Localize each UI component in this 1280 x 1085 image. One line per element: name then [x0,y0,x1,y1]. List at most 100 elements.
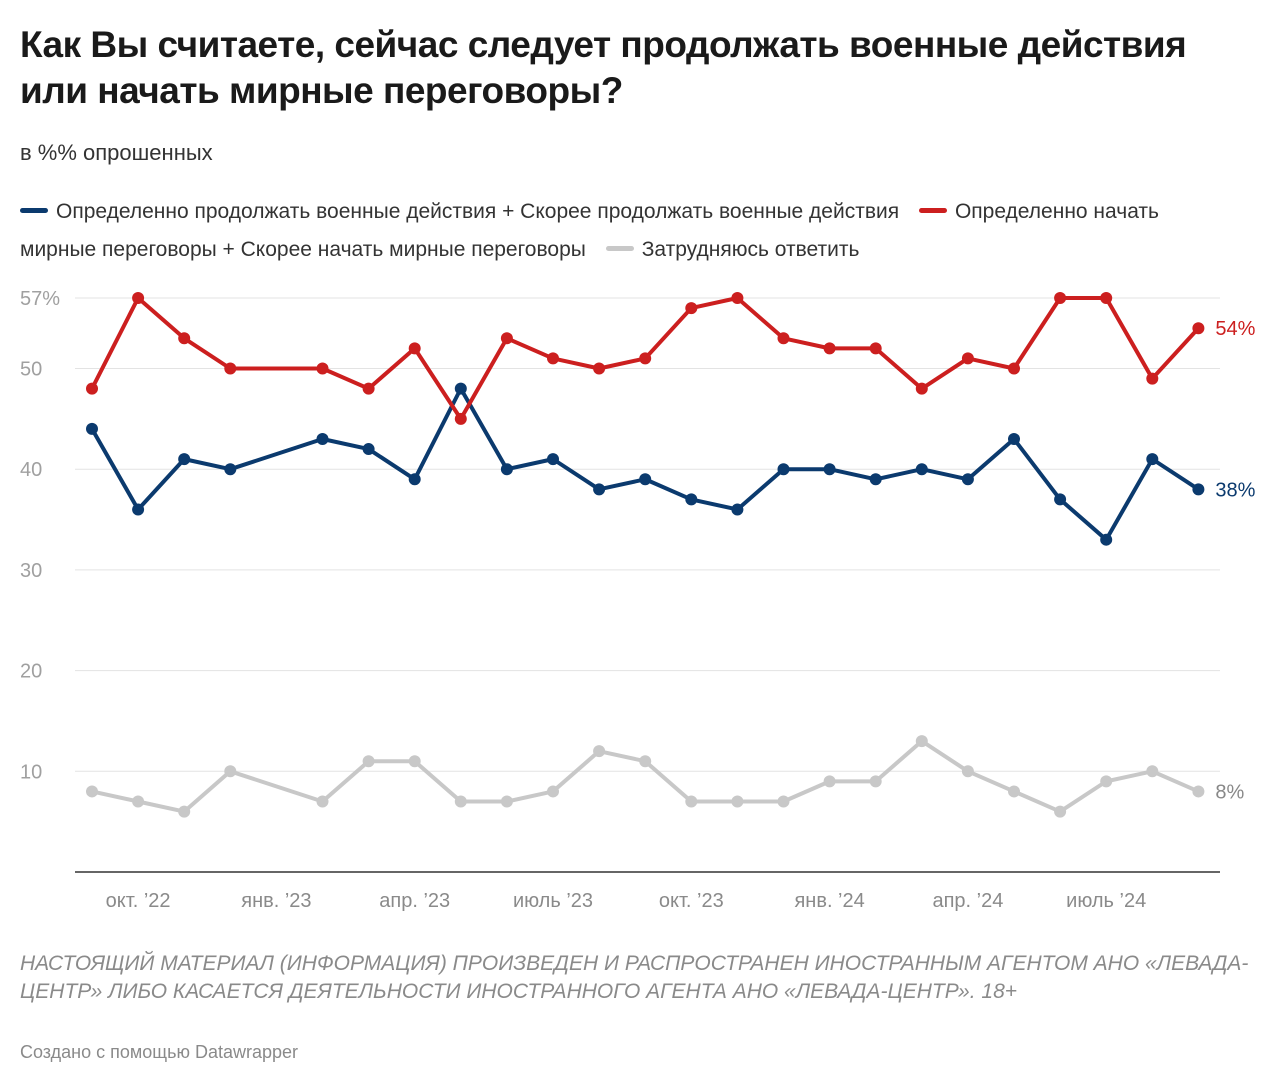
data-point [869,775,882,788]
end-label: 38% [1215,479,1255,501]
legend-item-continue: Определенно продолжать военные действия … [20,200,899,223]
y-tick-label: 10 [20,761,42,783]
data-point [547,453,559,466]
data-point [547,352,559,365]
data-point [500,795,513,808]
data-point [685,795,698,808]
chart-subtitle: в %% опрошенных [20,140,213,165]
legend-swatch [918,207,947,213]
data-point [869,342,882,355]
data-point [86,785,98,798]
x-tick-label: июль ’24 [1066,890,1146,912]
data-point [362,382,375,395]
data-point [178,453,191,466]
data-point [777,795,790,808]
data-point [731,292,744,305]
data-point [685,493,698,506]
x-tick-label: июль ’23 [513,890,593,912]
y-tick-label: 50 [20,359,42,381]
data-point [915,735,928,748]
data-point [777,463,790,476]
data-point [1192,483,1205,496]
data-point [869,473,882,486]
series-line [90,296,1200,421]
data-point [316,795,329,808]
data-point [1146,372,1159,385]
data-point [915,463,928,476]
data-point [454,412,467,425]
data-point [1054,493,1067,506]
x-tick-label: апр. ’23 [379,890,450,912]
data-point [639,755,652,768]
data-point [1100,533,1113,546]
data-point [408,473,421,486]
legend-item-unsure: Затрудняюсь ответить [605,238,859,261]
data-point [362,755,375,768]
chart-title: Как Вы считаете, сейчас следует продолжа… [20,24,1187,111]
data-point [500,332,513,345]
y-tick-label: 30 [20,560,42,582]
data-point [961,473,974,486]
data-point [86,382,98,395]
data-point [362,443,375,456]
data-point [1054,292,1067,305]
data-point [224,765,237,778]
data-point [961,765,974,778]
data-point [915,382,928,395]
x-tick-label: янв. ’24 [794,890,864,912]
x-tick-label: апр. ’24 [932,890,1003,912]
data-point [593,483,606,496]
data-point [1008,362,1020,375]
data-point [731,503,744,516]
data-point [224,463,237,476]
data-point [1146,453,1159,466]
data-point [132,503,145,516]
data-point [1192,785,1205,798]
data-point [639,473,652,486]
data-point [408,342,421,355]
legend: Определенно продолжать военные действия … [20,193,1240,269]
data-point [178,805,191,818]
data-point [454,795,467,808]
x-tick-label: окт. ’23 [659,890,724,912]
data-point [316,362,329,375]
credit: Создано с помощью Datawrapper [20,1042,299,1062]
y-tick-label: 40 [20,459,42,481]
data-point [1054,805,1067,818]
data-point [1146,765,1159,778]
series-line [91,739,1200,814]
data-point [547,785,559,798]
data-point [224,362,237,375]
data-point [1008,432,1020,445]
data-point [961,352,974,365]
data-point [1100,292,1113,305]
data-point [132,292,145,305]
legend-swatch [605,245,634,251]
data-point [639,352,652,365]
end-label: 54% [1215,318,1255,340]
data-point [316,432,329,445]
data-point [86,422,98,435]
data-point [777,332,790,345]
data-point [593,745,606,758]
end-label: 8% [1215,781,1244,803]
data-point [1100,775,1113,788]
data-point [731,795,744,808]
data-point [823,463,836,476]
legend-item-negotiate: Определенно начать мирные переговоры + С… [20,200,1159,261]
data-point [132,795,145,808]
data-point [1192,322,1205,335]
disclaimer-note: НАСТОЯЩИЙ МАТЕРИАЛ (ИНФОРМАЦИЯ) ПРОИЗВЕД… [20,952,1249,1003]
data-point [823,775,836,788]
data-point [408,755,421,768]
y-tick-label: 20 [20,661,42,683]
series-line [90,386,1200,542]
x-tick-label: окт. ’22 [106,890,171,912]
data-point [1008,785,1020,798]
data-point [593,362,606,375]
data-point [178,332,191,345]
data-point [500,463,513,476]
legend-swatch [20,207,48,213]
data-point [823,342,836,355]
